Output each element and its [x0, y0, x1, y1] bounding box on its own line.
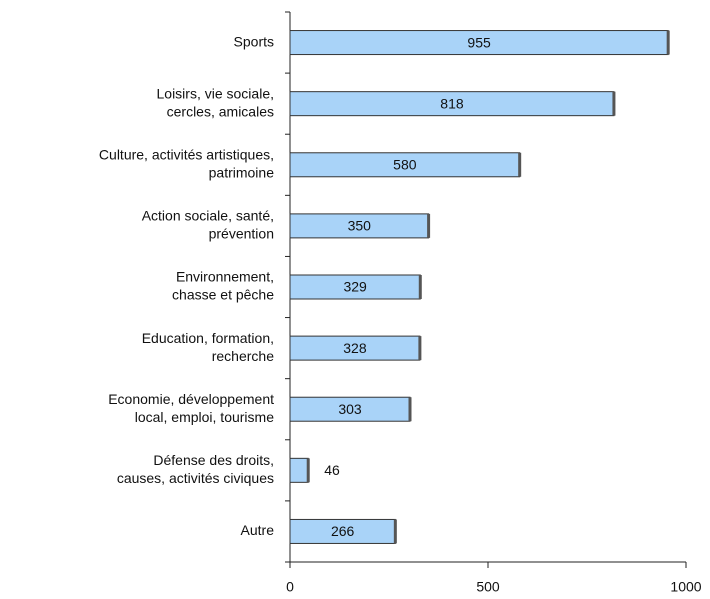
y-tick-label: local, emploi, tourisme	[135, 409, 274, 425]
value-label: 46	[324, 462, 340, 478]
value-label: 580	[393, 156, 417, 172]
value-label: 818	[440, 95, 464, 111]
y-tick-label: prévention	[209, 226, 274, 242]
bar	[289, 518, 396, 544]
value-label: 329	[343, 279, 367, 295]
x-tick-label: 500	[476, 579, 500, 595]
bar	[289, 274, 421, 300]
bar	[289, 152, 521, 178]
y-tick-label: Environnement,	[176, 269, 274, 285]
bar	[289, 30, 669, 56]
y-tick-label: patrimoine	[209, 164, 275, 180]
value-label: 266	[331, 523, 355, 539]
value-label: 328	[343, 340, 367, 356]
bar	[289, 335, 421, 361]
y-tick-label: recherche	[212, 348, 274, 364]
y-tick-label: Action sociale, santé,	[142, 208, 274, 224]
y-tick-label: Economie, développement	[108, 391, 274, 407]
y-tick-label: cercles, amicales	[167, 103, 274, 119]
value-label: 955	[467, 34, 491, 50]
value-label: 350	[348, 218, 372, 234]
bar	[289, 457, 309, 483]
y-tick-label: Défense des droits,	[153, 452, 274, 468]
y-tick-label: Loisirs, vie sociale,	[157, 85, 275, 101]
bar	[289, 213, 430, 239]
y-tick-label: Culture, activités artistiques,	[99, 146, 274, 162]
y-tick-label: Sports	[234, 33, 274, 49]
value-label: 303	[338, 401, 362, 417]
x-tick-label: 0	[286, 579, 294, 595]
y-tick-label: causes, activités civiques	[117, 470, 274, 486]
y-tick-label: chasse et pêche	[172, 287, 274, 303]
bar	[289, 91, 615, 117]
y-tick-label: Autre	[241, 522, 275, 538]
y-tick-label: Education, formation,	[142, 330, 274, 346]
x-tick-label: 1000	[670, 579, 701, 595]
